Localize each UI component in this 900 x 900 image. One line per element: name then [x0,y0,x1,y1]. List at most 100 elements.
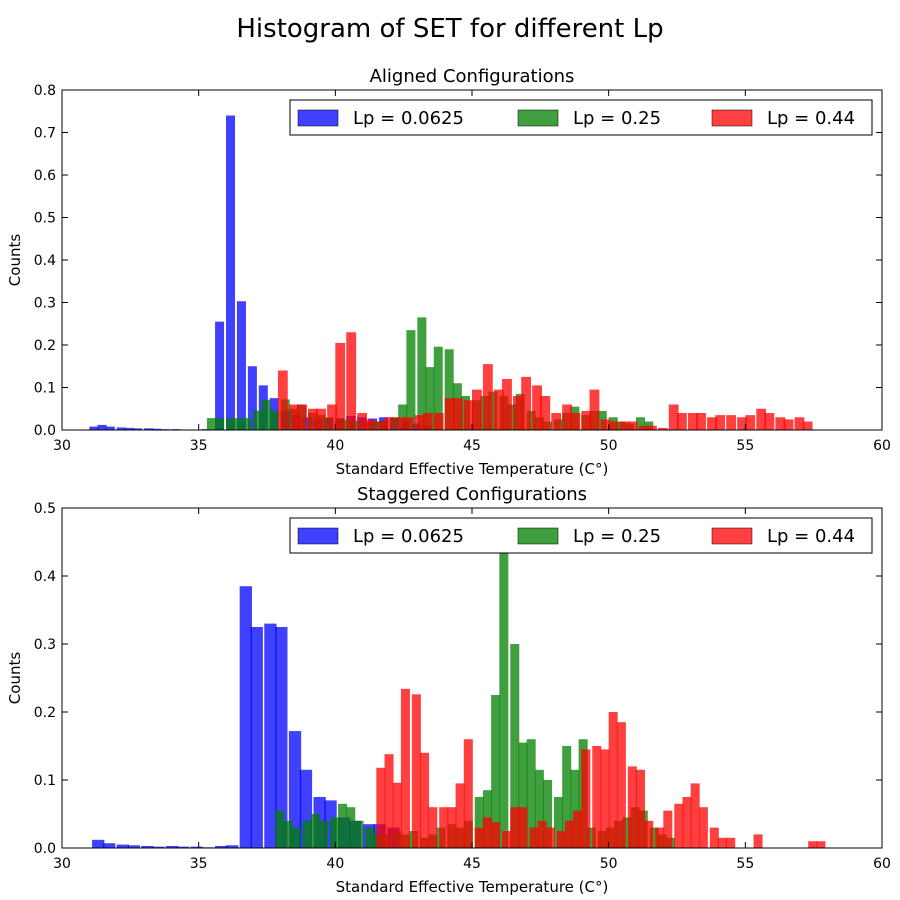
histogram-bar [444,349,454,430]
legend-swatch-lp-0-25 [517,109,559,127]
histogram-bar [365,419,376,431]
histogram-bar [275,810,285,848]
histogram-bar [562,746,572,848]
histogram-bar [674,803,684,848]
histogram-bar [400,688,410,848]
histogram-bar [663,810,673,848]
histogram-bar [247,366,257,430]
histogram-bar [529,827,539,848]
y-tick-label: 0.3 [34,637,56,653]
legend-box [289,99,873,136]
histogram-bar [783,419,794,431]
y-axis-label: Counts [6,234,24,287]
histogram-bar [551,413,562,430]
histogram-bar [447,807,457,848]
histogram-bar [226,845,239,848]
histogram-bar [753,834,763,848]
x-tick-label: 30 [53,438,71,454]
legend-label-lp-0-0625: Lp = 0.0625 [353,526,464,547]
histogram-bar [534,769,544,848]
histogram-bar [726,415,737,431]
histogram-bar [277,370,288,430]
histogram-bar [726,837,736,848]
y-tick-label: 0.3 [34,296,56,312]
panel-title: Aligned Configurations [370,66,575,87]
histogram-bar [491,822,501,848]
histogram-bar [455,783,465,848]
histogram-bar [215,418,225,430]
x-tick-label: 45 [463,856,481,872]
x-tick-label: 60 [873,856,891,872]
histogram-bar [215,321,225,431]
histogram-bar [346,332,357,430]
histogram-bar [502,379,512,430]
histogram-bar [687,413,698,430]
legend-label-lp-0-0625: Lp = 0.0625 [353,108,464,129]
histogram-bar [420,752,430,848]
histogram-bar [92,839,105,848]
histogram-bar [636,417,646,430]
histogram-bar [376,421,387,430]
legend-swatch-lp-0-44 [711,527,753,545]
histogram-bar [452,398,463,431]
histogram-bar [543,780,553,848]
histogram-bar [600,419,611,431]
y-tick-label: 0.5 [34,501,56,517]
legend-label-lp-0-25: Lp = 0.25 [573,526,661,547]
histogram-bar [554,797,564,848]
histogram-bar [288,404,299,430]
histogram-bar [308,408,318,430]
histogram-bar [253,410,263,430]
histogram-bar [690,783,700,848]
histogram-bar [384,754,394,848]
histogram-bar [502,831,512,848]
histogram-bar [439,807,449,848]
staggered-histogram-panel: 30 35 40 45 50 55 60 0.0 0.1 0.2 0.3 0.4 0.5 Staggere… [6,484,891,896]
y-tick-label: 0.0 [34,841,56,857]
histogram-bar [103,843,116,848]
histogram-bar [682,797,692,848]
histogram-bar [756,408,767,430]
histogram-bar [627,766,637,848]
histogram-bar [354,820,364,848]
x-tick-label: 45 [463,438,481,454]
aligned-histogram-panel: 30 35 40 45 50 55 60 0.0 0.1 0.2 0.3 0.4 0.5 0.6 0.7 0.… [6,66,891,478]
y-tick-label: 0.5 [34,211,56,227]
histogram-bar [655,827,665,848]
x-tick-label: 35 [190,438,208,454]
histogram-bar [570,769,580,848]
histogram-bar [97,424,107,430]
x-tick-label: 50 [600,438,618,454]
x-axis-label: Standard Effective Temperature (C°) [336,460,609,478]
histogram-bar [709,827,719,848]
histogram-bar [428,807,438,848]
histogram-bar [365,827,375,848]
legend-swatch-lp-0-44 [711,109,753,127]
histogram-bar [638,425,649,430]
histogram-bar [351,420,361,430]
histogram-bar [622,817,632,848]
y-tick-label: 0.2 [34,705,56,721]
histogram-bar [141,845,154,848]
histogram-bar [581,749,591,848]
histogram-bar [242,418,252,430]
histogram-bar [600,749,610,848]
histogram-bar [564,820,574,848]
series-lp-0-44-bars [376,688,826,848]
histogram-bar [392,782,402,848]
legend: Lp = 0.0625 Lp = 0.25 Lp = 0.44 [289,517,873,554]
histogram-bar [275,627,288,848]
histogram-bar [518,807,528,848]
histogram-bar [239,586,252,848]
histogram-bar [808,841,818,848]
histogram-bar [649,827,659,848]
legend: Lp = 0.0625 Lp = 0.25 Lp = 0.44 [289,99,873,136]
histogram-bar [745,415,756,431]
histogram-bar [472,389,482,431]
histogram-bar [668,404,679,430]
histogram-bar [474,797,484,848]
histogram-bar [696,413,706,430]
histogram-bar [718,837,728,848]
y-tick-label: 0.2 [34,338,56,354]
